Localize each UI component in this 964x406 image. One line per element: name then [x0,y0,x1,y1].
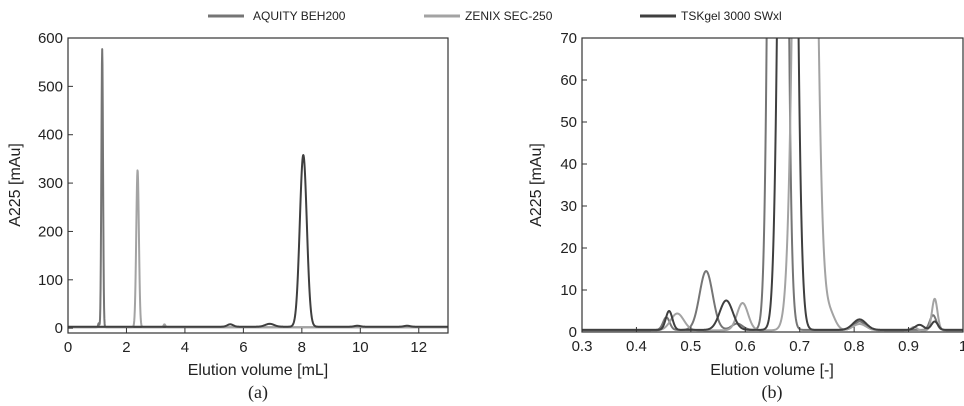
legend-item-tskgel: TSKgel 3000 SWxl [640,9,782,23]
panel-a-series-line-2 [68,169,448,329]
panel-a-xtick-label-1: 2 [122,339,130,356]
panel-b-ytick-label-4: 40 [560,156,577,173]
panel-b-xtick-label-5: 0.8 [844,338,865,355]
legend-item-zenix: ZENIX SEC-250 [424,9,553,23]
panel-a-ytick-label-3: 300 [38,175,63,192]
panel-b-ytick-label-5: 50 [560,114,577,131]
panel-b-frame [581,37,964,333]
panel-b-xlabel: Elution volume [-] [710,362,834,379]
legend-label-tskgel: TSKgel 3000 SWxl [681,9,782,23]
panel-b-xtick-label-3: 0.6 [735,338,756,355]
panel-a-ytick-label-6: 600 [38,30,63,47]
panel-a-xtick-label-2: 4 [181,339,189,356]
panel-b-xtick-label-2: 0.5 [680,338,701,355]
panel-b-ytick-label-3: 30 [560,198,577,215]
panel-a-series-line-3 [68,154,448,328]
panel-a-xtick-label-4: 8 [298,339,306,356]
panel-a-ytick-label-4: 400 [38,127,63,144]
panel-b-xtick-label-4: 0.7 [789,338,810,355]
panel-a-series [68,48,448,329]
panel-a-xtick-label-0: 0 [64,339,72,356]
panel-a-xtick-label-3: 6 [239,339,247,356]
panel-a-series-line-1 [68,48,448,329]
panel-a: 0 2 4 6 8 10 12 0 100 200 300 400 500 600 Elution vol… [7,30,449,403]
legend-item-aquity: AQUITY BEH200 [208,9,346,23]
panel-a-ticks: 0 2 4 6 8 10 12 0 100 200 300 400 500 600 [38,30,427,356]
panel-b-ytick-label-6: 60 [560,72,577,89]
panel-b-ytick-label-0: 0 [569,324,577,341]
panel-b-label: (b) [762,382,783,403]
panel-a-ytick-label-5: 500 [38,78,63,95]
panel-b-ylabel: A225 [mAu] [528,143,545,227]
legend-label-aquity: AQUITY BEH200 [253,9,346,23]
panel-a-ylabel: A225 [mAu] [7,143,24,227]
panel-a-ytick-label-1: 100 [38,272,63,289]
panel-a-ytick-label-0: 0 [55,320,63,337]
panel-b-xtick-label-1: 0.4 [626,338,647,355]
panel-a-ytick-label-2: 200 [38,223,63,240]
panel-b-series [582,38,963,332]
panel-b-series-line-3 [582,38,963,331]
panel-a-label: (a) [248,382,268,403]
panel-b-xtick-label-6: 0.9 [898,338,919,355]
panel-b-ytick-label-7: 70 [560,30,577,47]
panel-a-frame [67,37,449,334]
panel-b-ytick-label-1: 10 [560,282,577,299]
panel-a-xtick-label-5: 10 [352,339,369,356]
legend: AQUITY BEH200 ZENIX SEC-250 TSKgel 3000 … [208,9,782,23]
panel-b-ytick-label-2: 20 [560,240,577,257]
panel-a-xtick-label-6: 12 [410,339,427,356]
legend-label-zenix: ZENIX SEC-250 [465,9,553,23]
panel-b-xtick-label-0: 0.3 [572,338,593,355]
panel-b-xtick-label-7: 1 [959,338,964,355]
panel-a-xlabel: Elution volume [mL] [188,362,329,379]
